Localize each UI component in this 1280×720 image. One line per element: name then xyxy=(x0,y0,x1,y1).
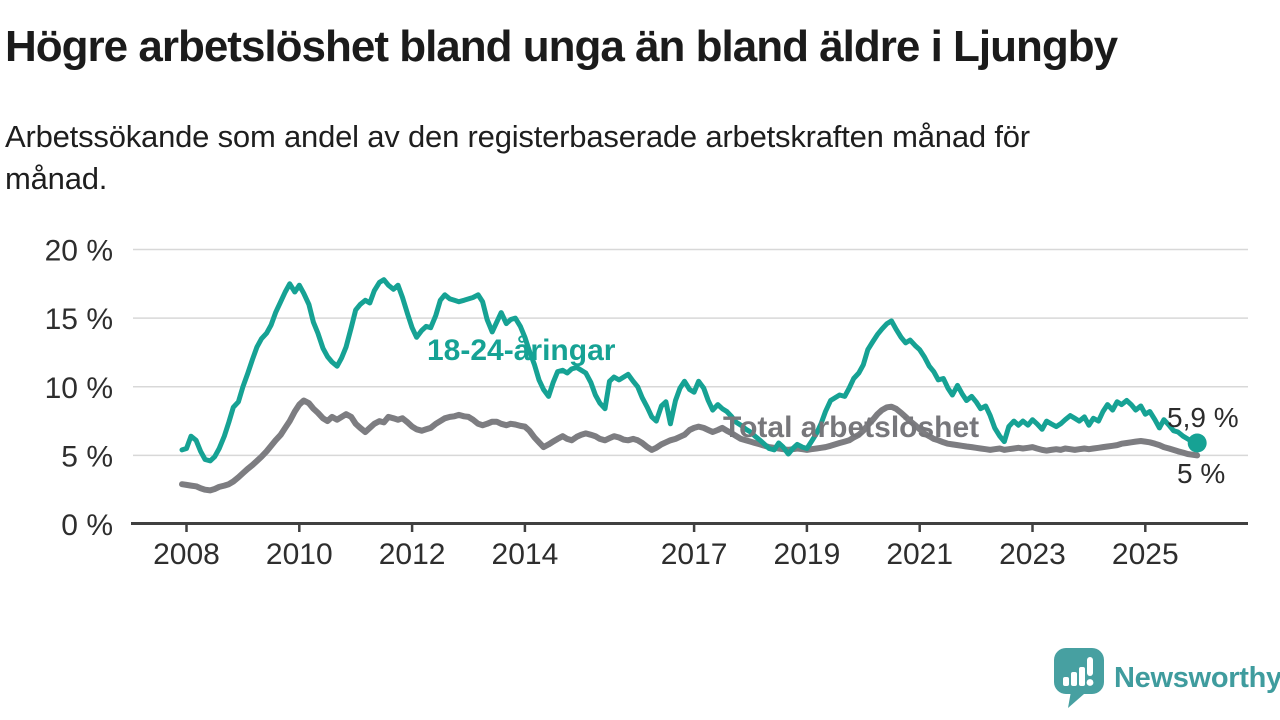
y-tick-label: 5 % xyxy=(61,440,113,473)
x-tick-label: 2012 xyxy=(379,538,446,571)
series-line-young xyxy=(179,277,1200,464)
x-tick-label: 2010 xyxy=(266,538,333,571)
x-tick-label: 2017 xyxy=(661,538,728,571)
chart-subtitle-line-2: månad. xyxy=(5,161,108,197)
end-value-young: 5,9 % xyxy=(1167,402,1239,433)
chart-subtitle: Arbetssökande som andel av den registerb… xyxy=(5,116,1030,200)
series-line-total xyxy=(179,397,1201,494)
logo-exclamation-dot xyxy=(1086,679,1094,686)
newsworthy-logo[interactable]: Newsworthy xyxy=(1054,648,1280,708)
logo-exclamation-bar xyxy=(1087,657,1093,676)
x-tick-label: 2021 xyxy=(886,538,953,571)
end-value-total: 5 % xyxy=(1177,458,1226,489)
logo-bar-1 xyxy=(1063,677,1069,686)
chart-subtitle-line-1: Arbetssökande som andel av den registerb… xyxy=(5,119,1030,154)
newsworthy-logo-text: Newsworthy xyxy=(1114,661,1280,694)
newsworthy-logo-icon xyxy=(1054,648,1104,708)
x-tick-label: 2014 xyxy=(492,538,559,571)
latest-value-dot xyxy=(1187,433,1207,453)
x-tick-label: 2023 xyxy=(999,538,1066,571)
page-title: Högre arbetslöshet bland unga än bland ä… xyxy=(5,22,1118,71)
x-tick-label: 2025 xyxy=(1112,538,1179,571)
series-label-total: Total arbetslöshet xyxy=(723,411,980,444)
logo-bar-3 xyxy=(1079,667,1085,686)
y-tick-label: 20 % xyxy=(45,235,113,268)
y-tick-label: 0 % xyxy=(61,509,113,542)
y-tick-label: 10 % xyxy=(45,372,113,405)
series-label-young: 18-24-åringar xyxy=(427,334,616,367)
x-tick-label: 2019 xyxy=(774,538,841,571)
logo-bar-2 xyxy=(1071,672,1077,686)
y-tick-label: 15 % xyxy=(45,303,113,336)
x-tick-label: 2008 xyxy=(153,538,220,571)
